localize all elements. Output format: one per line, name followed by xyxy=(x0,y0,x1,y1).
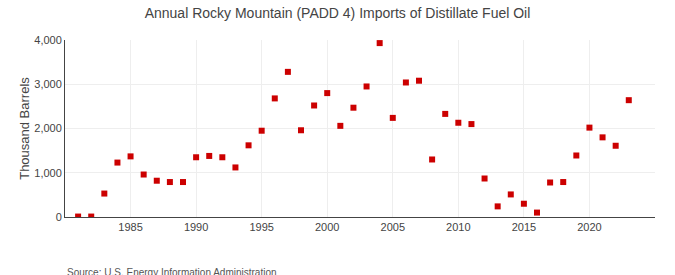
svg-text:2020: 2020 xyxy=(577,221,601,233)
svg-text:1990: 1990 xyxy=(184,221,208,233)
svg-text:1985: 1985 xyxy=(118,221,142,233)
svg-text:1995: 1995 xyxy=(249,221,273,233)
svg-text:2015: 2015 xyxy=(512,221,536,233)
svg-text:3,000: 3,000 xyxy=(34,78,62,90)
svg-text:1,000: 1,000 xyxy=(34,167,62,179)
svg-text:Annual Rocky Mountain (PADD 4): Annual Rocky Mountain (PADD 4) Imports o… xyxy=(145,5,531,21)
svg-text:2005: 2005 xyxy=(381,221,405,233)
svg-text:2010: 2010 xyxy=(446,221,470,233)
svg-text:2000: 2000 xyxy=(315,221,339,233)
svg-text:Thousand Barrels: Thousand Barrels xyxy=(17,77,32,180)
svg-text:Source: U.S. Energy Informatio: Source: U.S. Energy Information Administ… xyxy=(67,267,277,275)
svg-text:2,000: 2,000 xyxy=(34,122,62,134)
svg-text:0: 0 xyxy=(56,211,62,223)
svg-text:4,000: 4,000 xyxy=(34,34,62,46)
